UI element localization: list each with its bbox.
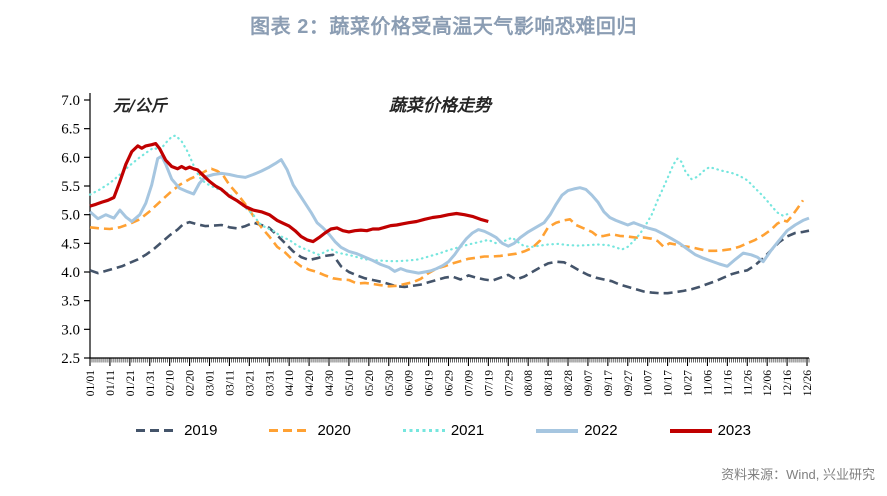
y-axis-labels: 7.0 6.5 6.0 5.5 5.0 4.5 4.0 3.5 3.0 2.5: [61, 93, 80, 367]
x-tick-label: 09/07: [583, 370, 595, 396]
legend-label-2023: 2023: [717, 422, 751, 439]
x-tick-label: 04/10: [284, 370, 296, 396]
series-line-2021: [88, 134, 791, 263]
legend-swatch-2021: [402, 428, 445, 433]
legend-swatch-2022: [536, 428, 579, 433]
x-tick-label: 02/20: [185, 370, 197, 396]
y-tick-label: 6.5: [61, 122, 80, 138]
x-tick-label: 11/06: [702, 370, 714, 396]
x-tick-label: 03/21: [244, 370, 256, 396]
x-tick-label: 07/29: [503, 370, 515, 396]
x-tick-label: 04/30: [324, 370, 336, 396]
x-tick-label: 10/27: [683, 370, 695, 396]
x-tick-label: 12/16: [782, 370, 794, 396]
x-tick-label: 07/09: [463, 370, 475, 396]
legend-label-2022: 2022: [584, 422, 618, 439]
source-note: 资料来源：Wind, 兴业研究: [721, 467, 875, 482]
y-tick-label: 4.5: [61, 236, 80, 252]
x-tick-label: 03/31: [264, 370, 276, 396]
x-axis-ticks: [89, 358, 810, 366]
x-tick-label: 09/27: [623, 370, 635, 396]
x-tick-label: 11/16: [722, 370, 734, 396]
figure-title: 图表 2：蔬菜价格受高温天气影响恐难回归: [250, 16, 637, 38]
x-tick-label: 08/18: [543, 370, 555, 396]
axes: [89, 93, 809, 359]
legend-swatch-2023: [669, 428, 712, 433]
y-axis-ticks: [84, 99, 90, 359]
series-line-2023: [89, 141, 489, 244]
legend-label-2020: 2020: [317, 422, 351, 439]
legend-item-2020: 2020: [269, 422, 351, 439]
series-line-2020: [89, 167, 805, 288]
legend-swatch-2019: [136, 428, 179, 433]
x-axis-labels: 01/01 01/11 01/21 01/31 02/10 02/20 03/01 03/11…: [85, 370, 814, 396]
x-tick-label: 03/11: [224, 370, 236, 396]
x-tick-label: 12/26: [802, 370, 814, 396]
x-tick-label: 09/17: [603, 370, 615, 396]
series-line-2019: [89, 220, 810, 295]
x-tick-label: 08/28: [563, 370, 575, 396]
x-tick-label: 12/06: [762, 370, 774, 396]
x-tick-label: 01/01: [85, 370, 97, 396]
x-tick-label: 05/30: [384, 370, 396, 396]
legend-item-2022: 2022: [536, 422, 618, 439]
legend-item-2021: 2021: [402, 422, 485, 439]
x-tick-label: 07/19: [483, 370, 495, 396]
x-tick-label: 06/29: [444, 370, 456, 396]
chart-title: 蔬菜价格走势: [389, 96, 493, 116]
x-tick-label: 06/09: [404, 370, 416, 396]
x-tick-label: 01/21: [125, 370, 137, 396]
y-tick-label: 3.5: [61, 294, 80, 310]
y-tick-label: 6.0: [61, 150, 80, 166]
legend-swatch-2020: [269, 428, 312, 433]
y-tick-label: 7.0: [61, 93, 80, 109]
y-tick-label: 5.5: [61, 179, 80, 195]
series-lines: [88, 134, 810, 295]
y-tick-label: 2.5: [61, 351, 80, 367]
x-tick-label: 06/19: [424, 370, 436, 396]
y-axis-unit-label: 元/公斤: [113, 96, 169, 115]
x-tick-label: 10/07: [643, 370, 655, 396]
x-tick-label: 01/11: [105, 370, 117, 396]
x-tick-label: 01/31: [145, 370, 157, 396]
legend-item-2019: 2019: [136, 422, 217, 439]
legend-item-2023: 2023: [669, 422, 751, 439]
chart-legend: 2019 2020 2021 2022 2023: [0, 422, 887, 439]
x-tick-label: 10/17: [663, 370, 675, 396]
legend-label-2021: 2021: [450, 422, 485, 439]
y-tick-label: 3.0: [61, 322, 80, 338]
vegetable-price-line-chart: 元/公斤 蔬菜价格走势 7.0 6.5 6.0 5.5 5.0 4.5 4.0 3.5 3.0 2…: [61, 93, 814, 396]
legend-label-2019: 2019: [184, 422, 218, 439]
x-tick-label: 04/20: [304, 370, 316, 396]
x-tick-label: 05/10: [344, 370, 356, 396]
x-tick-label: 03/01: [205, 370, 217, 396]
y-tick-label: 4.0: [61, 265, 80, 281]
x-tick-label: 02/10: [165, 370, 177, 396]
x-tick-label: 08/08: [523, 370, 535, 396]
y-tick-label: 5.0: [61, 208, 80, 224]
x-tick-label: 05/20: [364, 370, 376, 396]
x-tick-label: 11/26: [742, 370, 754, 396]
